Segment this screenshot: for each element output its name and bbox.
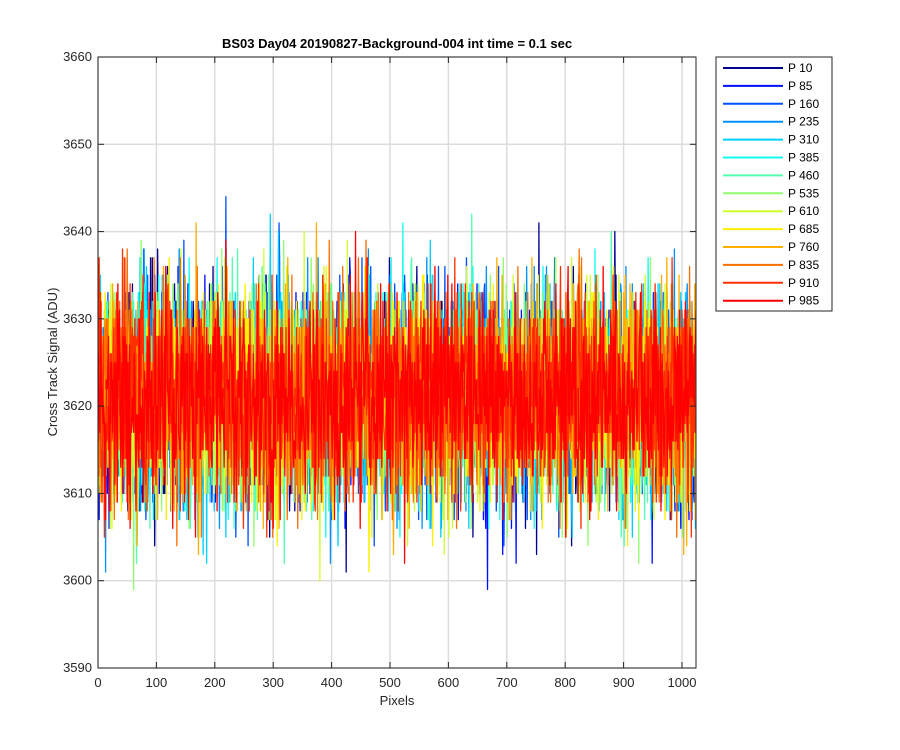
legend-label: P 10 (788, 61, 813, 75)
plot-frame (97, 56, 697, 669)
legend-label: P 535 (788, 186, 819, 200)
y-tick-label: 3600 (63, 573, 92, 588)
legend-box (715, 56, 833, 312)
x-axis-label: Pixels (380, 693, 415, 708)
legend-label: P 85 (788, 79, 813, 93)
x-tick-label: 200 (204, 675, 226, 690)
y-tick-label: 3640 (63, 224, 92, 239)
legend-label: P 910 (788, 276, 819, 290)
legend-label: P 310 (788, 133, 819, 147)
legend-label: P 760 (788, 240, 819, 254)
y-tick-label: 3630 (63, 311, 92, 326)
x-tick-label: 400 (321, 675, 343, 690)
y-axis-label: Cross Track Signal (ADU) (45, 288, 60, 437)
legend-label: P 235 (788, 115, 819, 129)
legend-label: P 460 (788, 168, 819, 182)
legend-label: P 160 (788, 97, 819, 111)
y-tick-label: 3650 (63, 136, 92, 151)
x-tick-label: 300 (262, 675, 284, 690)
legend-label: P 385 (788, 151, 819, 165)
y-tick-label: 3610 (63, 485, 92, 500)
x-tick-label: 900 (613, 675, 635, 690)
x-tick-label: 100 (146, 675, 168, 690)
x-tick-label: 800 (554, 675, 576, 690)
x-tick-label: 700 (496, 675, 518, 690)
series-layer (98, 196, 696, 591)
x-tick-label: 0 (94, 675, 101, 690)
legend-label: P 835 (788, 258, 819, 272)
legend-label: P 610 (788, 204, 819, 218)
legend-label: P 685 (788, 222, 819, 236)
chart-title: BS03 Day04 20190827-Background-004 int t… (222, 36, 572, 51)
y-tick-label: 3620 (63, 398, 92, 413)
axis-ticks: 0 100 200 300 400 500 600 700 800 900 1000 3590 3600… (63, 49, 696, 690)
x-tick-label: 1000 (668, 675, 697, 690)
legend: P 10 P 85 P 160 P 235 P 310 P 385 P 460 P 535 P … (715, 56, 833, 312)
y-tick-label: 3590 (63, 660, 92, 675)
x-tick-label: 500 (379, 675, 401, 690)
series-line-13 (98, 230, 696, 564)
x-tick-label: 600 (438, 675, 460, 690)
legend-label: P 985 (788, 294, 819, 308)
y-tick-label: 3660 (63, 49, 92, 64)
